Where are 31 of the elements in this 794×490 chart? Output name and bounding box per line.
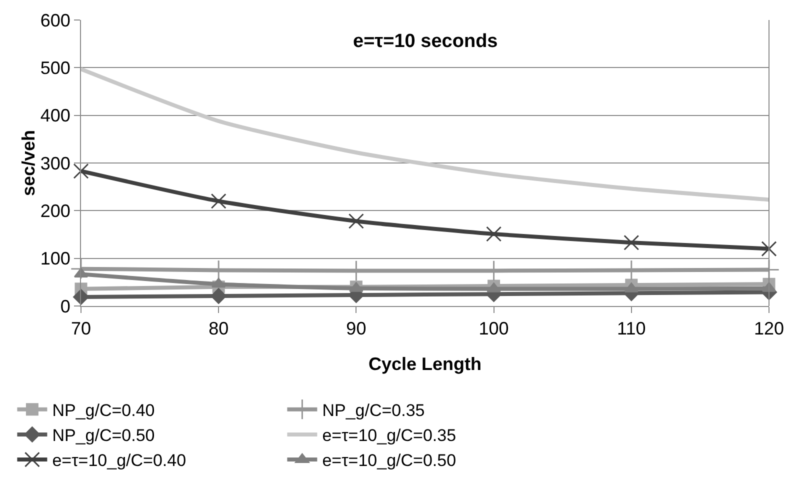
x-tick-label: 110 [617, 318, 646, 339]
legend-label: NP_g/C=0.35 [322, 400, 425, 420]
legend-label: e=τ=10_g/C=0.35 [322, 426, 456, 446]
x-axis-title: Cycle Length [368, 354, 482, 374]
point [210, 288, 226, 304]
legend-label: e=τ=10_g/C=0.40 [52, 451, 186, 470]
x-tick-label: 90 [346, 318, 366, 339]
point [73, 163, 89, 179]
x-tick-label: 100 [478, 318, 509, 339]
x-tick-label: 80 [208, 318, 229, 339]
legend-label: NP_g/C=0.40 [52, 400, 155, 420]
y-tick-label: 0 [60, 296, 70, 316]
x-tick-label: 120 [754, 318, 784, 339]
y-tick-label: 400 [40, 106, 70, 126]
point [348, 213, 364, 229]
legend-label: e=τ=10_g/C=0.50 [322, 451, 456, 470]
point [624, 234, 640, 250]
y-tick-label: 600 [40, 10, 70, 30]
y-tick-label: 300 [40, 153, 70, 174]
point [210, 193, 226, 209]
x-tick-label: 70 [70, 318, 92, 339]
point [73, 289, 89, 305]
y-tick-label: 500 [40, 58, 70, 78]
point [761, 241, 777, 257]
y-tick-label: 100 [40, 248, 70, 269]
text: e=τ=10 seconds [353, 31, 498, 52]
point [486, 226, 502, 242]
y-axis-title: sec/veh [18, 130, 38, 196]
legend-label: NP_g/C=0.50 [52, 426, 155, 446]
y-tick-label: 200 [40, 200, 70, 221]
point [212, 278, 226, 288]
